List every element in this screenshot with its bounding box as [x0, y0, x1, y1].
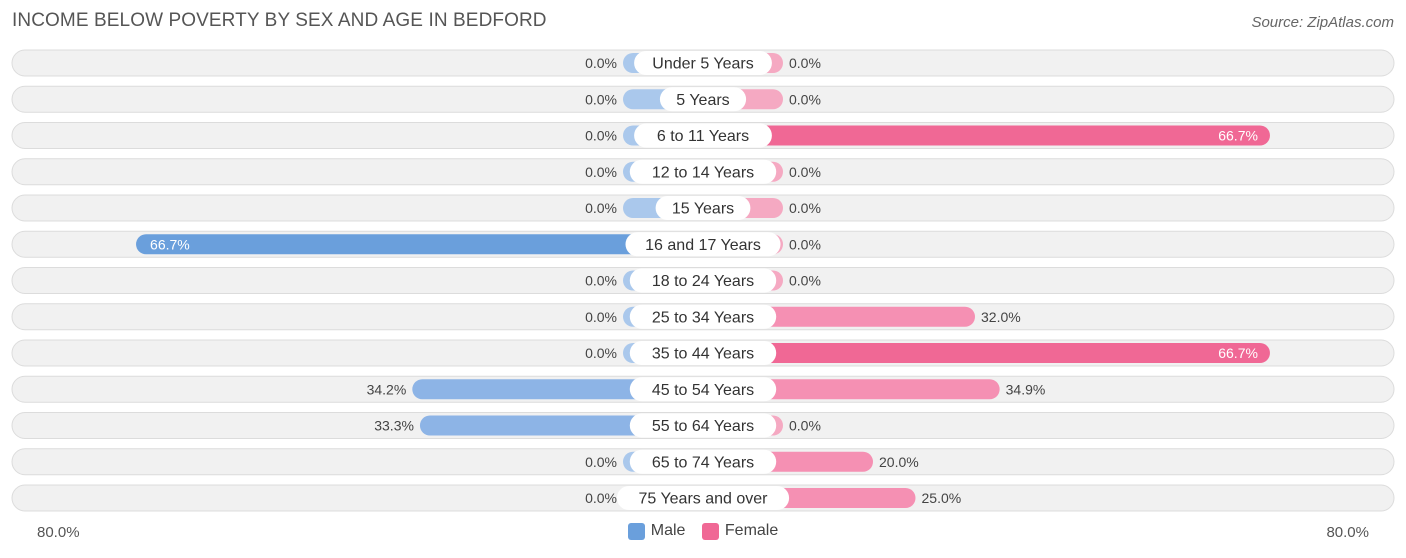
male-value-label: 0.0%: [585, 273, 617, 289]
female-value-label: 0.0%: [789, 200, 821, 216]
male-value-label: 0.0%: [585, 164, 617, 180]
legend: Male Female: [0, 522, 1406, 545]
category-label: 16 and 17 Years: [645, 237, 761, 254]
female-value-label: 66.7%: [1218, 128, 1258, 144]
category-pill: [629, 268, 777, 293]
male-value-label: 0.0%: [585, 200, 617, 216]
female-value-label: 0.0%: [789, 91, 821, 107]
male-value-label: 0.0%: [585, 128, 617, 144]
category-label: 75 Years and over: [639, 491, 769, 508]
female-value-label: 20.0%: [879, 454, 919, 470]
category-label: 45 to 54 Years: [652, 382, 754, 399]
axis-label-right: 80.0%: [1326, 524, 1369, 541]
category-pill: [659, 87, 747, 112]
legend-swatch-female: [701, 522, 719, 540]
category-label: 5 Years: [676, 92, 729, 109]
category-label: 18 to 24 Years: [652, 273, 754, 290]
source-label: Source: ZipAtlas.com: [1251, 14, 1394, 31]
male-value-label: 66.7%: [150, 236, 190, 252]
legend-label-male: Male: [650, 522, 686, 539]
category-pill: [629, 159, 777, 184]
male-bar: [412, 379, 703, 400]
female-value-label: 32.0%: [981, 309, 1021, 325]
male-value-label: 0.0%: [585, 309, 617, 325]
category-pill: [625, 232, 781, 257]
diverging-bar-chart: 0.0% 0.0% Under 5 Years 0.0% 0.0% 5 Years 0.0%…: [11, 49, 1395, 512]
chart-title: INCOME BELOW POVERTY BY SEX AND AGE IN B…: [12, 10, 547, 31]
male-value-label: 34.2%: [367, 381, 407, 397]
category-pill: [629, 377, 777, 402]
category-label: 55 to 64 Years: [652, 418, 754, 435]
category-label: 15 Years: [672, 201, 734, 218]
male-value-label: 0.0%: [585, 345, 617, 361]
female-bar: [703, 125, 1270, 146]
category-label: 25 to 34 Years: [652, 309, 754, 326]
male-value-label: 0.0%: [585, 454, 617, 470]
female-value-label: 66.7%: [1218, 345, 1258, 361]
axis-label-left: 80.0%: [37, 524, 80, 541]
category-pill: [629, 341, 777, 365]
female-value-label: 0.0%: [789, 418, 821, 434]
female-value-label: 0.0%: [789, 55, 821, 71]
category-pill: [616, 486, 790, 510]
male-bar: [136, 234, 704, 255]
legend-swatch-male: [627, 522, 645, 540]
category-pill: [629, 413, 777, 438]
category-label: 65 to 74 Years: [652, 454, 754, 471]
category-label: 12 to 14 Years: [652, 164, 754, 181]
category-label: 35 to 44 Years: [652, 346, 754, 363]
male-value-label: 0.0%: [585, 490, 617, 506]
category-pill: [629, 304, 777, 329]
male-value-label: 0.0%: [585, 91, 617, 107]
category-pill: [634, 51, 772, 75]
male-value-label: 0.0%: [585, 55, 617, 71]
legend-label-female: Female: [724, 522, 779, 539]
female-bar: [703, 343, 1270, 363]
category-pill: [655, 196, 751, 220]
legend-item-female[interactable]: Female: [701, 522, 779, 540]
category-pill: [629, 449, 777, 474]
category-label: Under 5 Years: [652, 56, 753, 73]
category-pill: [634, 123, 772, 148]
legend-item-male[interactable]: Male: [627, 522, 686, 540]
category-label: 6 to 11 Years: [657, 128, 749, 145]
female-value-label: 0.0%: [789, 273, 821, 289]
female-bar: [703, 379, 1000, 400]
female-value-label: 25.0%: [922, 490, 962, 506]
female-value-label: 0.0%: [789, 164, 821, 180]
female-value-label: 34.9%: [1006, 381, 1046, 397]
male-value-label: 33.3%: [374, 418, 414, 434]
female-value-label: 0.0%: [789, 236, 821, 252]
